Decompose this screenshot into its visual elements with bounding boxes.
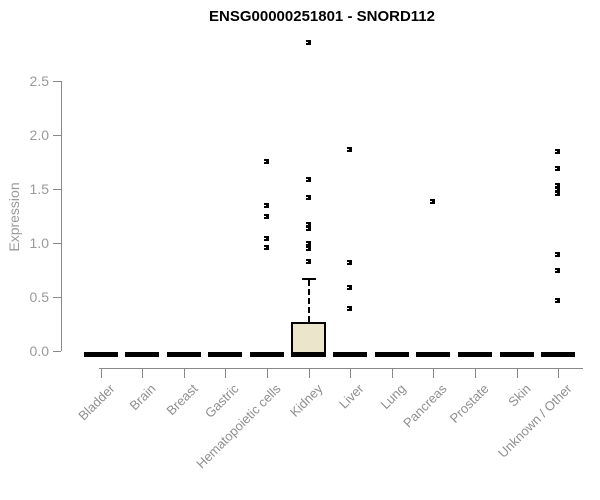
data-point — [555, 187, 561, 192]
data-point — [263, 245, 269, 251]
x-tick — [266, 368, 268, 378]
x-tick — [350, 368, 352, 378]
data-point — [555, 268, 561, 273]
y-axis-line — [61, 81, 62, 351]
y-tick — [53, 297, 61, 298]
data-point — [555, 182, 561, 188]
x-tick — [433, 368, 435, 378]
data-point — [305, 246, 311, 252]
data-point — [305, 259, 311, 265]
data-point — [347, 285, 353, 291]
median-bar — [125, 351, 160, 357]
x-tick — [474, 368, 476, 378]
data-point — [555, 149, 561, 155]
x-tick — [225, 368, 227, 378]
median-bar — [499, 351, 534, 357]
data-point — [347, 147, 353, 153]
median-bar — [291, 351, 326, 357]
x-tick — [558, 368, 560, 378]
data-point — [263, 214, 269, 219]
x-tick-label: Unknown / Other — [495, 381, 575, 461]
data-point — [263, 158, 269, 164]
median-bar — [333, 351, 368, 357]
upper-whisker — [307, 279, 310, 322]
chart-title: ENSG00000251801 - SNORD112 — [209, 8, 435, 25]
median-bar — [457, 351, 492, 357]
x-tick — [100, 368, 102, 378]
data-point — [305, 177, 311, 183]
median-bar — [374, 351, 409, 357]
x-tick — [183, 368, 185, 378]
median-bar — [208, 351, 243, 357]
median-bar — [83, 351, 118, 357]
median-bar — [166, 351, 201, 357]
y-tick — [53, 189, 61, 190]
y-tick-label: 2.0 — [29, 127, 49, 143]
y-tick-label: 2.5 — [29, 73, 49, 89]
y-tick-label: 1.5 — [29, 181, 49, 197]
y-tick — [53, 81, 61, 82]
data-point — [305, 221, 311, 227]
data-point — [305, 225, 311, 231]
data-point — [555, 298, 561, 304]
data-point — [305, 40, 311, 46]
data-point — [263, 203, 269, 209]
data-point — [555, 191, 561, 197]
x-tick — [516, 368, 518, 378]
data-point — [347, 260, 353, 266]
data-point — [263, 235, 269, 241]
x-axis-line — [99, 368, 583, 369]
y-tick-label: 0.0 — [29, 343, 49, 359]
upper-whisker-cap — [301, 277, 316, 280]
median-bar — [249, 351, 284, 357]
data-point — [430, 198, 436, 204]
y-tick — [53, 243, 61, 244]
data-point — [347, 305, 353, 311]
x-tick — [391, 368, 393, 378]
median-bar — [541, 351, 576, 357]
data-point — [555, 166, 561, 172]
y-tick-label: 0.5 — [29, 289, 49, 305]
y-tick — [53, 135, 61, 136]
data-point — [305, 194, 311, 200]
x-tick — [308, 368, 310, 378]
x-tick — [142, 368, 144, 378]
y-tick-label: 1.0 — [29, 235, 49, 251]
data-point — [305, 241, 311, 246]
y-tick — [53, 351, 61, 352]
median-bar — [416, 351, 451, 357]
data-point — [555, 251, 561, 257]
